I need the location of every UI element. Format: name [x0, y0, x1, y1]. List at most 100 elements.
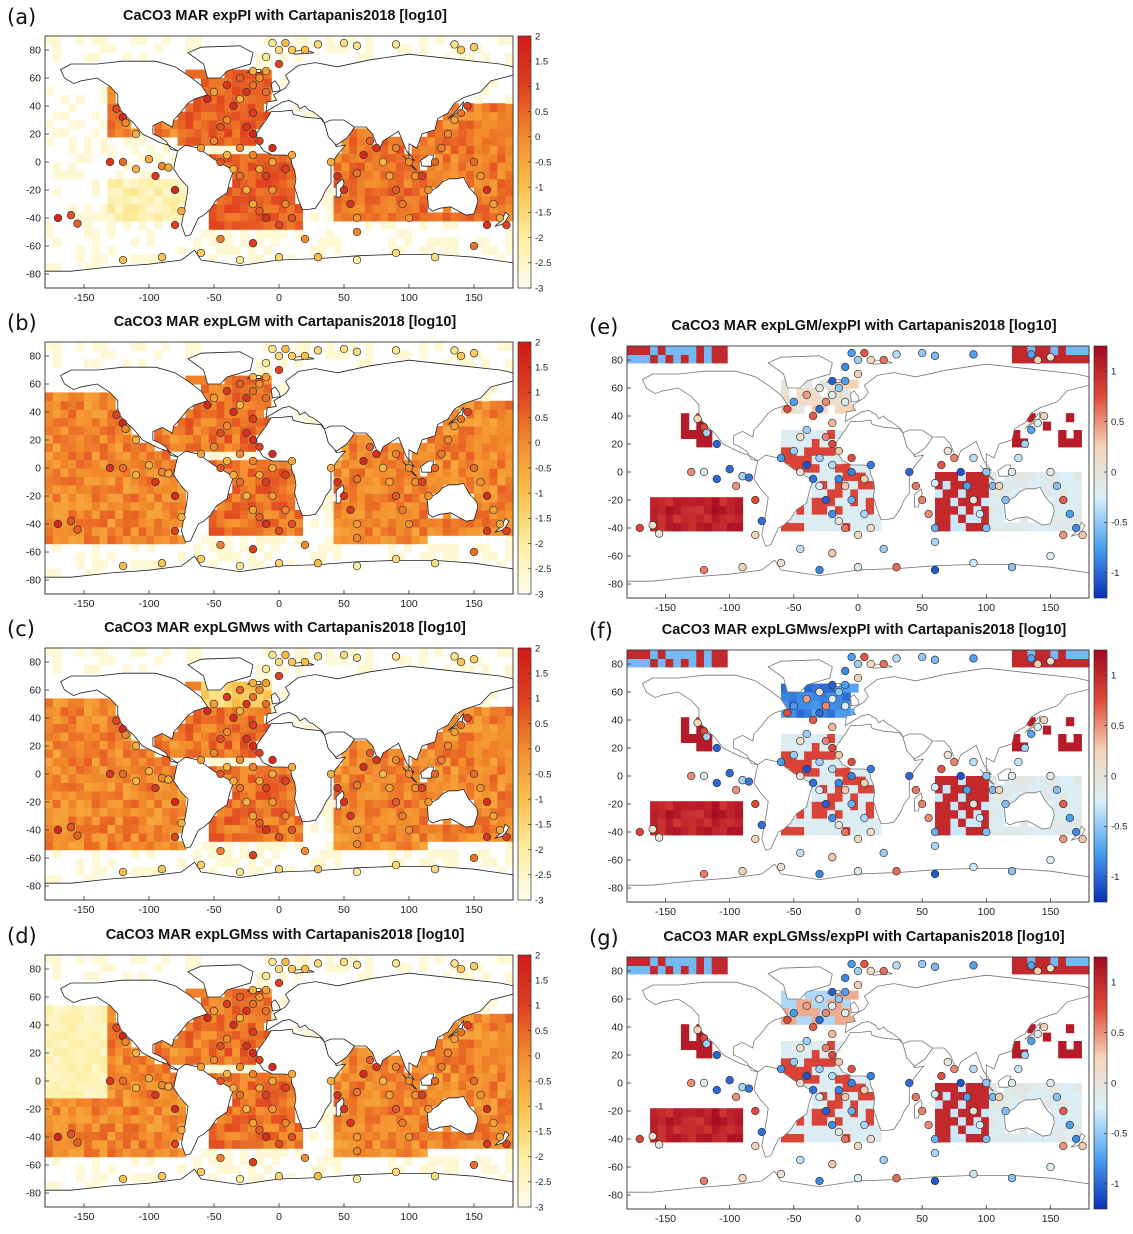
grid-cell	[403, 807, 413, 817]
grid-cell	[811, 438, 821, 448]
site-marker	[469, 547, 479, 557]
grid-cell	[201, 120, 210, 129]
grid-cell	[68, 409, 77, 419]
colorbar-tick-label: -3	[535, 1202, 543, 1213]
grid-cell	[286, 807, 296, 817]
grid-cell	[788, 734, 797, 743]
grid-cell	[286, 220, 296, 230]
grid-cell	[99, 526, 108, 536]
grid-cell	[973, 784, 982, 794]
grid-cell	[45, 1148, 54, 1158]
grid-cell	[52, 442, 62, 452]
grid-cell	[294, 52, 303, 62]
grid-cell	[162, 1047, 171, 1057]
site-marker	[222, 150, 232, 160]
site-marker	[248, 811, 258, 821]
site-marker	[222, 421, 232, 431]
grid-cell	[450, 1047, 459, 1057]
grid-cell	[224, 698, 233, 708]
grid-cell	[138, 1139, 147, 1149]
grid-cell	[138, 468, 147, 477]
grid-cell	[442, 451, 452, 461]
grid-cell	[154, 1097, 163, 1107]
grid-cell	[107, 484, 116, 494]
grid-cell	[696, 522, 705, 532]
grid-cell	[255, 832, 264, 842]
x-tick-label: -100	[138, 1211, 159, 1223]
grid-cell	[858, 767, 867, 777]
grid-cell	[396, 782, 405, 792]
grid-cell	[973, 826, 982, 836]
grid-cell	[865, 514, 874, 523]
grid-cell	[435, 648, 444, 657]
grid-cell	[341, 170, 350, 180]
grid-cell	[981, 514, 990, 523]
site-marker	[248, 1158, 258, 1167]
grid-cell	[458, 1013, 467, 1023]
grid-cell	[357, 510, 366, 519]
grid-cell	[232, 748, 241, 758]
grid-cell	[1050, 514, 1059, 523]
grid-cell	[45, 434, 54, 444]
site-marker	[255, 136, 264, 146]
grid-cell	[247, 1106, 257, 1116]
grid-cell	[497, 1139, 506, 1149]
site-marker	[398, 199, 407, 209]
grid-cell	[99, 212, 108, 222]
site-marker	[943, 446, 952, 456]
grid-cell	[99, 442, 108, 452]
grid-cell	[302, 723, 311, 733]
grid-cell	[804, 430, 813, 439]
grid-cell	[310, 1030, 319, 1040]
grid-cell	[489, 690, 498, 699]
colorbar-tick-label: 0	[535, 438, 540, 449]
grid-cell	[341, 748, 350, 758]
landmass	[187, 351, 254, 385]
grid-cell	[224, 86, 233, 96]
grid-cell	[169, 153, 179, 163]
y-tick-label: 0	[35, 463, 41, 475]
grid-cell	[364, 476, 374, 486]
grid-cell	[154, 832, 163, 842]
colorbar-tick-label: -0.5	[535, 157, 551, 168]
grid-cell	[489, 442, 498, 452]
landmass	[173, 144, 234, 237]
x-tick-label: 0	[276, 1211, 282, 1223]
grid-cell	[1019, 472, 1028, 481]
grid-cell	[224, 120, 233, 129]
grid-cell	[834, 488, 844, 498]
grid-cell	[950, 505, 959, 515]
grid-cell	[247, 698, 257, 708]
grid-cell	[419, 44, 428, 54]
grid-cell	[333, 963, 342, 973]
grid-cell	[481, 858, 491, 867]
grid-cell	[185, 434, 194, 444]
grid-cell	[193, 648, 202, 657]
site-marker	[281, 505, 290, 515]
grid-cell	[1050, 472, 1059, 481]
grid-cell	[107, 698, 116, 708]
grid-cell	[865, 505, 874, 515]
grid-cell	[719, 801, 728, 811]
grid-cell	[138, 442, 147, 452]
site-marker	[339, 38, 349, 48]
site-marker	[751, 530, 760, 540]
grid-cell	[466, 400, 475, 410]
grid-cell	[123, 790, 132, 800]
grid-cell	[45, 400, 54, 410]
grid-cell	[497, 757, 506, 767]
grid-cell	[216, 690, 225, 699]
grid-cell	[123, 220, 132, 230]
grid-cell	[834, 505, 844, 515]
grid-cell	[489, 459, 498, 469]
grid-cell	[68, 493, 77, 503]
colorbar-tick-label: 0.5	[535, 107, 548, 118]
grid-cell	[497, 459, 506, 469]
grid-cell	[84, 706, 93, 716]
site-marker	[398, 1118, 407, 1128]
site-marker	[995, 481, 1004, 491]
site-marker	[196, 143, 206, 153]
grid-cell	[138, 971, 147, 981]
grid-cell	[788, 514, 797, 523]
grid-cell	[380, 1148, 389, 1158]
